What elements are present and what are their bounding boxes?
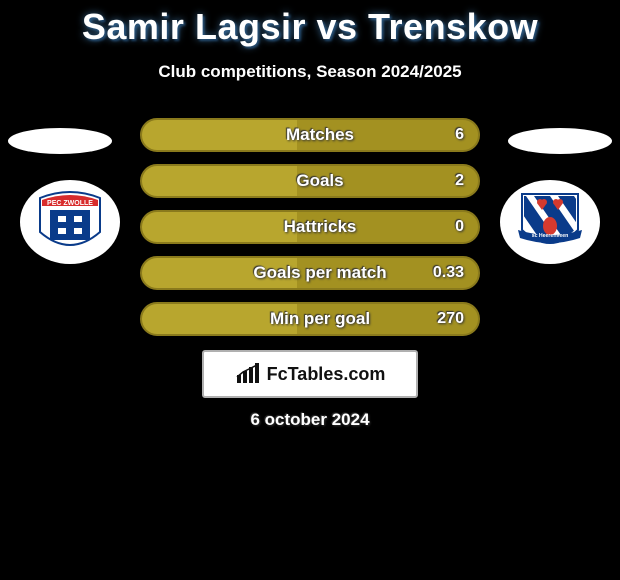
club-badge-right: sc Heerenveen xyxy=(500,180,600,264)
stat-row-goals-per-match: Goals per match 0.33 xyxy=(140,256,480,290)
stat-value-right: 2 xyxy=(455,166,464,196)
brand-text: FcTables.com xyxy=(267,364,386,385)
stat-label: Hattricks xyxy=(142,212,478,242)
brand-footer[interactable]: FcTables.com xyxy=(202,350,418,398)
pec-zwolle-logo-icon: PEC ZWOLLE xyxy=(20,180,120,264)
svg-text:PEC ZWOLLE: PEC ZWOLLE xyxy=(47,200,93,207)
stat-row-hattricks: Hattricks 0 xyxy=(140,210,480,244)
player-left-shadow xyxy=(8,128,112,154)
page-subtitle: Club competitions, Season 2024/2025 xyxy=(0,62,620,82)
stat-row-min-per-goal: Min per goal 270 xyxy=(140,302,480,336)
stat-label: Min per goal xyxy=(142,304,478,334)
stat-value-right: 6 xyxy=(455,120,464,150)
stat-value-right: 270 xyxy=(437,304,464,334)
stat-row-goals: Goals 2 xyxy=(140,164,480,198)
club-badge-left: PEC ZWOLLE xyxy=(20,180,120,264)
page-title: Samir Lagsir vs Trenskow xyxy=(0,0,620,48)
stat-value-right: 0 xyxy=(455,212,464,242)
date-text: 6 october 2024 xyxy=(0,410,620,430)
stat-value-right: 0.33 xyxy=(433,258,464,288)
svg-text:sc Heerenveen: sc Heerenveen xyxy=(532,233,569,239)
stat-label: Goals per match xyxy=(142,258,478,288)
player-right-shadow xyxy=(508,128,612,154)
stat-label: Matches xyxy=(142,120,478,150)
bar-chart-icon xyxy=(235,363,263,385)
stats-panel: Matches 6 Goals 2 Hattricks 0 Goals per … xyxy=(140,118,480,348)
stat-label: Goals xyxy=(142,166,478,196)
stat-row-matches: Matches 6 xyxy=(140,118,480,152)
sc-heerenveen-logo-icon: sc Heerenveen xyxy=(500,180,600,264)
